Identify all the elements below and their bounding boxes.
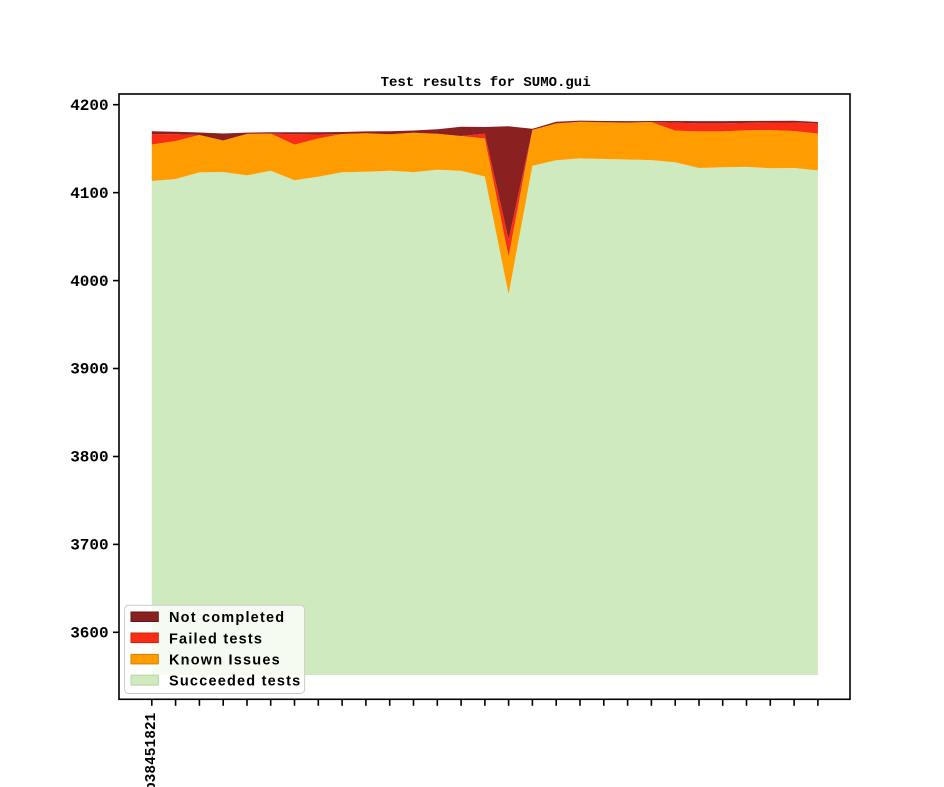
svg-text:3700: 3700 bbox=[70, 537, 108, 555]
svg-text:3600: 3600 bbox=[70, 625, 108, 643]
svg-text:9bb38451821: 9bb38451821 bbox=[144, 712, 160, 787]
svg-text:4200: 4200 bbox=[70, 97, 108, 115]
svg-text:3900: 3900 bbox=[70, 361, 108, 379]
svg-text:3800: 3800 bbox=[70, 449, 108, 467]
svg-text:4000: 4000 bbox=[70, 273, 108, 291]
svg-text:Test results for SUMO.gui: Test results for SUMO.gui bbox=[381, 75, 591, 91]
svg-text:Succeeded tests: Succeeded tests bbox=[169, 674, 301, 690]
svg-text:4100: 4100 bbox=[70, 185, 108, 203]
svg-text:Failed tests: Failed tests bbox=[169, 631, 263, 647]
svg-text:Not completed: Not completed bbox=[169, 610, 285, 626]
svg-text:Known Issues: Known Issues bbox=[169, 653, 281, 669]
